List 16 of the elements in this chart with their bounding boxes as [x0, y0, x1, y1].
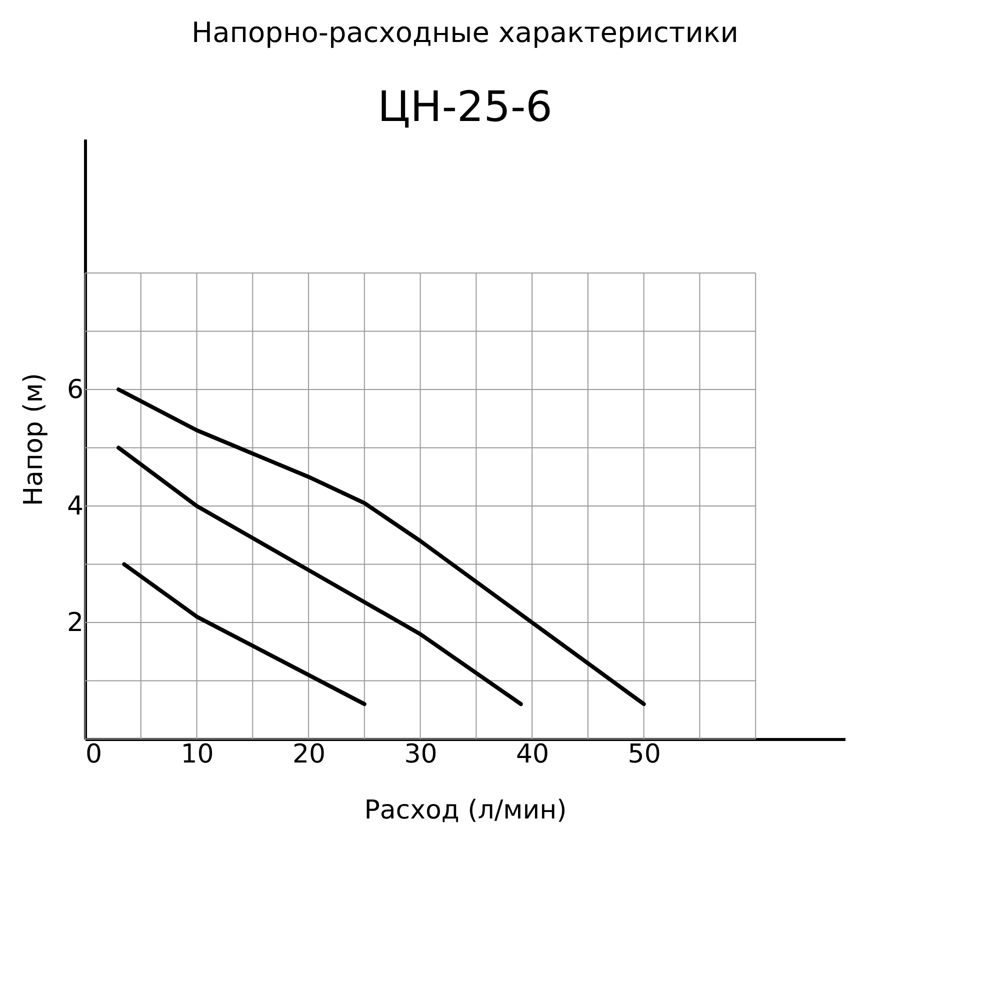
y-axis-title: Напор (м) — [18, 372, 49, 506]
x-tick-label: 20 — [292, 740, 326, 770]
x-tick-label: 10 — [180, 740, 214, 770]
y-tick-label: 2 — [66, 608, 84, 638]
y-tick-label: 4 — [66, 491, 84, 522]
y-tick-label: 6 — [66, 374, 84, 405]
x-tick-label: 50 — [628, 740, 661, 770]
line-series — [122, 562, 366, 706]
chart-subtitle: ЦН-25-6 — [378, 82, 552, 131]
line-series — [116, 387, 646, 706]
x-tick-label: 40 — [516, 740, 550, 770]
line-series — [116, 446, 523, 706]
x-tick-label: 30 — [404, 740, 438, 770]
x-axis-title: Расход (л/мин) — [364, 796, 567, 826]
x-tick-label: 0 — [86, 740, 102, 770]
chart-title: Напорно-расходные характеристики — [192, 16, 738, 49]
